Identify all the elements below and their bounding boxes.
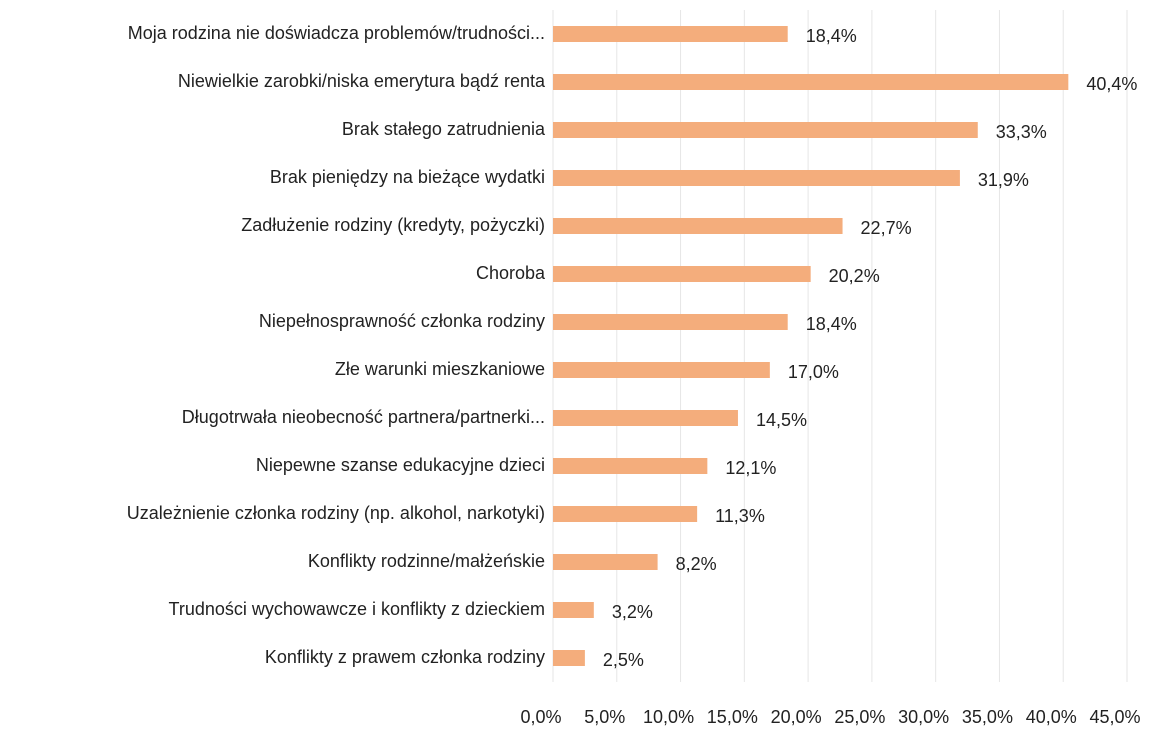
- bar: [553, 314, 788, 330]
- bar: [553, 362, 770, 378]
- x-tick-label: 35,0%: [962, 707, 1013, 727]
- x-tick-label: 25,0%: [834, 707, 885, 727]
- value-label: 8,2%: [676, 554, 717, 574]
- value-label: 20,2%: [829, 266, 880, 286]
- y-tick-label: Moja rodzina nie doświadcza problemów/tr…: [128, 23, 545, 43]
- x-tick-label: 45,0%: [1089, 707, 1140, 727]
- x-tick-label: 15,0%: [707, 707, 758, 727]
- bar: [553, 122, 978, 138]
- y-tick-label: Uzależnienie członka rodziny (np. alkoho…: [127, 503, 545, 523]
- x-tick-label: 30,0%: [898, 707, 949, 727]
- value-label: 31,9%: [978, 170, 1029, 190]
- value-label: 14,5%: [756, 410, 807, 430]
- value-label: 18,4%: [806, 26, 857, 46]
- y-tick-label: Trudności wychowawcze i konflikty z dzie…: [169, 599, 545, 619]
- y-tick-label: Konflikty z prawem członka rodziny: [265, 647, 545, 667]
- x-tick-label: 5,0%: [584, 707, 625, 727]
- y-tick-label: Niepewne szanse edukacyjne dzieci: [256, 455, 545, 475]
- y-tick-label: Złe warunki mieszkaniowe: [335, 359, 545, 379]
- y-tick-label: Zadłużenie rodziny (kredyty, pożyczki): [241, 215, 545, 235]
- bar: [553, 506, 698, 522]
- y-tick-label: Konflikty rodzinne/małżeńskie: [308, 551, 545, 571]
- value-label: 3,2%: [612, 602, 653, 622]
- x-tick-label: 20,0%: [771, 707, 822, 727]
- bar: [553, 74, 1069, 90]
- bar: [553, 266, 811, 282]
- value-label: 40,4%: [1086, 74, 1137, 94]
- bar: [553, 650, 585, 666]
- y-tick-label: Niepełnosprawność członka rodziny: [259, 311, 545, 331]
- bar: [553, 410, 738, 426]
- y-tick-label: Niewielkie zarobki/niska emerytura bądź …: [178, 71, 546, 91]
- y-tick-label: Długotrwała nieobecność partnera/partner…: [182, 407, 545, 427]
- y-tick-label: Brak stałego zatrudnienia: [342, 119, 546, 139]
- x-tick-label: 10,0%: [643, 707, 694, 727]
- value-label: 22,7%: [861, 218, 912, 238]
- value-label: 2,5%: [603, 650, 644, 670]
- bar: [553, 554, 658, 570]
- value-label: 11,3%: [715, 506, 765, 526]
- bar: [553, 602, 594, 618]
- bar: [553, 458, 708, 474]
- y-tick-label: Choroba: [476, 263, 546, 283]
- bar: [553, 26, 788, 42]
- bar: [553, 218, 843, 234]
- x-tick-label: 40,0%: [1026, 707, 1077, 727]
- value-label: 18,4%: [806, 314, 857, 334]
- x-tick-label: 0,0%: [520, 707, 561, 727]
- y-tick-label: Brak pieniędzy na bieżące wydatki: [270, 167, 545, 187]
- value-label: 12,1%: [725, 458, 776, 478]
- value-label: 17,0%: [788, 362, 839, 382]
- bar: [553, 170, 960, 186]
- value-label: 33,3%: [996, 122, 1047, 142]
